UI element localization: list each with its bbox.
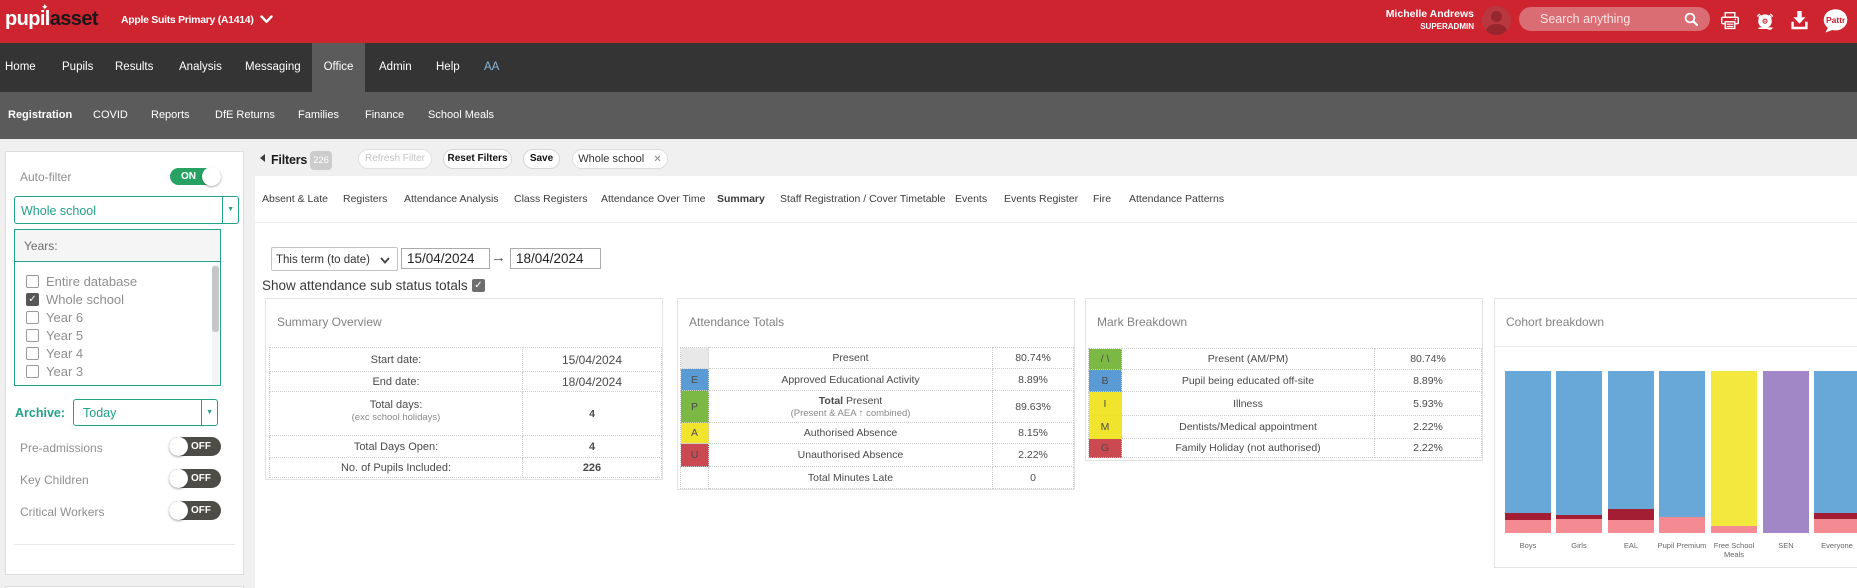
svg-text:Pattr: Pattr (1826, 15, 1846, 25)
